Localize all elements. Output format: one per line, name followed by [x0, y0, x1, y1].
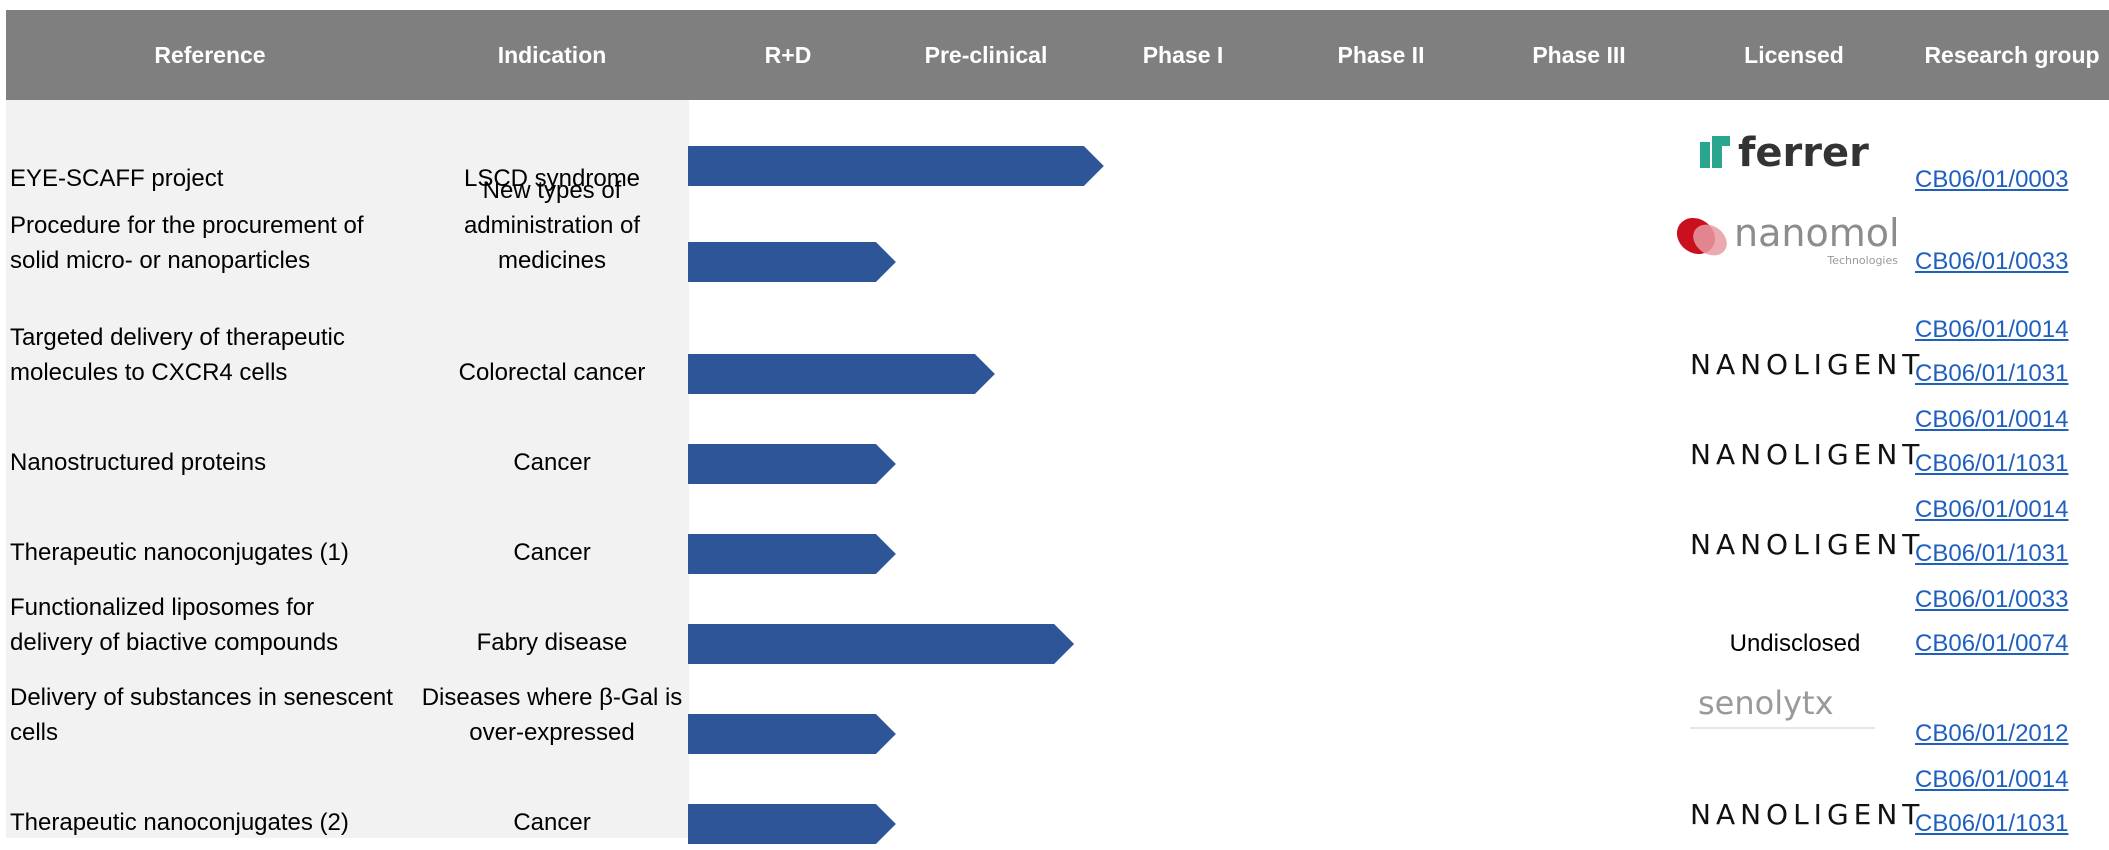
ferrer-logo: ferrer [1700, 130, 1869, 176]
nanoligent-logo: NANOLIGENT [1690, 798, 1925, 831]
progress-bar [688, 242, 896, 282]
research-group-cell: CB06/01/0014 CB06/01/1031 [1915, 488, 2109, 576]
indication-cell: New types of administration of medicines [463, 177, 641, 274]
progress-bar [688, 624, 1075, 664]
research-group-link[interactable]: CB06/01/0014 [1915, 766, 2069, 793]
research-group-link[interactable]: CB06/01/0033 [1915, 586, 2069, 613]
research-group-link[interactable]: CB06/01/0033 [1915, 248, 2069, 275]
reference-cell: EYE-SCAFF project [10, 165, 224, 192]
research-group-link[interactable]: CB06/01/1031 [1915, 810, 2069, 837]
research-group-link[interactable]: CB06/01/0014 [1915, 316, 2069, 343]
research-group-link[interactable]: CB06/01/0074 [1915, 630, 2069, 657]
nanoligent-logo: NANOLIGENT [1690, 528, 1925, 561]
progress-bar [688, 444, 896, 484]
indication-cell: Diseases where β-Gal is over-expressed [421, 684, 683, 746]
progress-bar-shape [688, 146, 1104, 186]
progress-bar-shape [688, 444, 896, 484]
licensed-cell: NANOLIGENT [1690, 798, 1925, 831]
table-header: Reference Indication R+D Pre-clinical Phase … [6, 10, 2109, 100]
indication-cell: Cancer [513, 809, 591, 836]
reference-cell: Nanostructured proteins [10, 449, 267, 476]
progress-bar-shape [688, 354, 995, 394]
header-phase-iii: Phase III [1532, 42, 1626, 68]
progress-bar [688, 534, 896, 574]
senolytx-logo: senolytx [1690, 684, 1875, 729]
pipeline-row: Functionalized liposomes for delivery of… [0, 582, 2109, 670]
header-phase-i: Phase I [1142, 42, 1224, 68]
nanomol-logo-subtext: Technologies [1826, 254, 1898, 267]
reference-cell: Therapeutic nanoconjugates (1) [10, 539, 349, 566]
research-group-cell: CB06/01/0014 CB06/01/1031 [1915, 308, 2109, 396]
progress-bar [688, 354, 995, 394]
pipeline-row: Nanostructured proteins Cancer NANOLIGENT C… [0, 402, 2109, 490]
indication-cell: Cancer [513, 539, 591, 566]
research-group-cell: CB06/01/0014 CB06/01/1031 [1915, 758, 2109, 846]
left-panel-background [6, 100, 689, 838]
nanoligent-logo: NANOLIGENT [1690, 348, 1925, 381]
reference-cell: Targeted delivery of therapeutic molecul… [10, 324, 345, 386]
reference-cell: Functionalized liposomes for delivery of… [10, 594, 339, 656]
senolytx-logo-text: senolytx [1698, 684, 1834, 722]
research-group-link[interactable]: CB06/01/2012 [1915, 720, 2069, 747]
pipeline-row: Therapeutic nanoconjugates (1) Cancer NANO… [0, 492, 2109, 580]
research-group-cell: CB06/01/0014 CB06/01/1031 [1915, 398, 2109, 486]
pipeline-row: Targeted delivery of therapeutic molecul… [0, 312, 2109, 400]
reference-cell: Procedure for the procurement of solid m… [10, 212, 364, 274]
indication-cell: Fabry disease [476, 629, 628, 656]
research-group-link[interactable]: CB06/01/0014 [1915, 496, 2069, 523]
header-licensed: Licensed [1744, 42, 1844, 68]
pipeline-row: Delivery of substances in senescent cell… [0, 672, 2109, 760]
research-group-link[interactable]: CB06/01/1031 [1915, 540, 2069, 567]
research-group-link[interactable]: CB06/01/1031 [1915, 450, 2069, 477]
ferrer-logo-text: ferrer [1738, 130, 1869, 176]
pipeline-row: Procedure for the procurement of solid m… [0, 177, 2109, 288]
header-pre-clinical: Pre-clinical [924, 42, 1048, 68]
pipeline-row: Therapeutic nanoconjugates (2) Cancer NANO… [0, 762, 2109, 850]
licensed-cell: nanomol Technologies [1676, 210, 1900, 275]
licensed-cell: NANOLIGENT [1690, 348, 1925, 381]
indication-cell: Colorectal cancer [458, 359, 646, 386]
header-phase-ii: Phase II [1337, 42, 1425, 68]
pipeline-row: EYE-SCAFF project LSCD syndrome ferrer CB06… [0, 118, 2109, 206]
research-group-cell: CB06/01/2012 [1915, 712, 2109, 756]
licensed-cell: senolytx [1690, 682, 1900, 737]
header-research-group: Research group [1924, 42, 2100, 68]
licensed-cell: NANOLIGENT [1690, 528, 1925, 561]
progress-bar-shape [688, 714, 896, 754]
licensed-cell: Undisclosed [1690, 630, 1900, 658]
nanoligent-logo: NANOLIGENT [1690, 438, 1925, 471]
header-indication: Indication [497, 42, 607, 68]
nanomol-logo-text: nanomol [1734, 211, 1900, 255]
licensed-undisclosed: Undisclosed [1729, 630, 1861, 657]
research-group-cell: CB06/01/0033 [1915, 240, 2109, 284]
header-r-d: R+D [764, 42, 812, 68]
progress-bar [688, 804, 896, 844]
reference-cell: Delivery of substances in senescent cell… [10, 684, 393, 746]
research-group-cell: CB06/01/0003 [1915, 158, 2109, 202]
research-group-link[interactable]: CB06/01/0014 [1915, 406, 2069, 433]
indication-cell: LSCD syndrome [463, 165, 641, 192]
progress-bar [688, 146, 1104, 186]
progress-bar-shape [688, 804, 896, 844]
reference-cell: Therapeutic nanoconjugates (2) [10, 809, 349, 836]
research-group-cell: CB06/01/0033 CB06/01/0074 [1915, 578, 2109, 666]
indication-cell: Cancer [513, 449, 591, 476]
licensed-cell: ferrer [1690, 128, 1900, 181]
research-group-link[interactable]: CB06/01/0003 [1915, 166, 2069, 193]
research-group-link[interactable]: CB06/01/1031 [1915, 360, 2069, 387]
progress-bar-shape [688, 534, 896, 574]
progress-bar-shape [688, 242, 896, 282]
progress-bar-shape [688, 624, 1075, 664]
header-reference: Reference [154, 42, 266, 68]
progress-bar [688, 714, 896, 754]
licensed-cell: NANOLIGENT [1690, 438, 1925, 471]
